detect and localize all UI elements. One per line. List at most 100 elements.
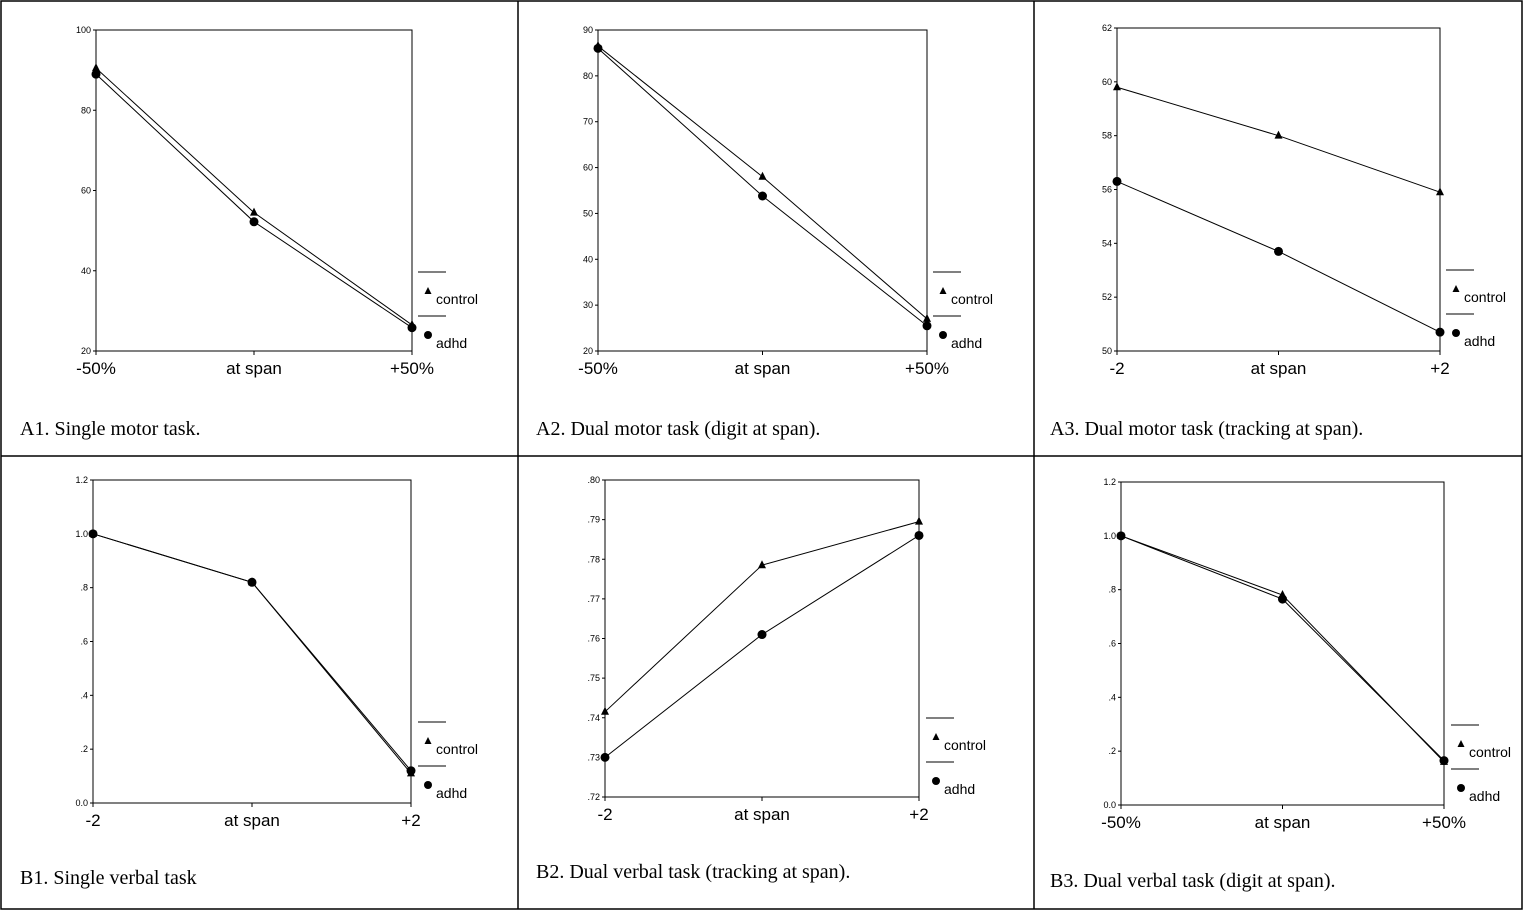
x-tick-label: +50%: [390, 359, 434, 378]
legend-label-adhd: adhd: [1469, 788, 1500, 804]
x-tick-label: at span: [1251, 359, 1307, 378]
y-tick-label: 1.0: [1103, 531, 1116, 541]
plot-frame: [1120, 481, 1445, 806]
legend-label-control: control: [436, 291, 478, 307]
data-point-adhd: [1116, 531, 1126, 541]
y-tick-label: 30: [583, 300, 593, 310]
chart-panel: .72 .73 .74 .75 .76 .77 .78 .79 .80 -2 at span +2 co…: [518, 456, 1034, 909]
y-tick-label: 60: [81, 186, 91, 196]
chart-panel: 20 40 60 80 100 -50% at span +50% control adhd A1.…: [1, 1, 518, 456]
x-tick-label: -50%: [1101, 813, 1141, 832]
data-point-control: [92, 63, 100, 72]
legend-label-adhd: adhd: [1464, 333, 1495, 349]
x-tick-label: +2: [401, 811, 420, 830]
series-line-control: [1120, 535, 1445, 763]
y-tick-label: .73: [587, 752, 600, 762]
chart-panel: 0.0 .2 .4 .6 .8 1.0 1.2 -50% at span +50% control a…: [1034, 456, 1522, 909]
legend-marker-control: [424, 287, 432, 294]
y-tick-label: .4: [1108, 692, 1116, 702]
y-tick-label: .2: [80, 744, 88, 754]
y-tick-label: .77: [587, 594, 600, 604]
chart-panel: 50 52 54 56 58 60 62 -2 at span +2 control adhd A3. …: [1034, 1, 1522, 456]
line-chart: 20 40 60 80 100 -50% at span +50% control adhd: [76, 25, 478, 378]
x-tick-label: -2: [1109, 359, 1124, 378]
y-tick-label: 62: [1102, 23, 1112, 33]
legend-label-adhd: adhd: [951, 335, 982, 351]
data-point-adhd: [247, 577, 257, 587]
legend-label-adhd: adhd: [944, 781, 975, 797]
data-point-adhd: [1112, 176, 1122, 186]
legend-label-control: control: [951, 291, 993, 307]
legend-marker-adhd: [424, 331, 432, 339]
chart-caption: B1. Single verbal task: [20, 867, 197, 889]
plot-frame: [597, 29, 928, 352]
series-line-control: [95, 67, 413, 326]
legend: control adhd: [1451, 724, 1511, 804]
plot-frame: [95, 29, 413, 352]
data-point-control: [1436, 187, 1444, 196]
legend-label-control: control: [436, 741, 478, 757]
data-point-adhd: [88, 529, 98, 539]
legend-marker-adhd: [424, 781, 432, 789]
y-tick-label: .75: [587, 673, 600, 683]
line-chart: 0.0 .2 .4 .6 .8 1.0 1.2 -2 at span +2 control adhd: [75, 475, 478, 830]
x-tick-label: -2: [597, 805, 612, 824]
legend-marker-adhd: [1457, 784, 1465, 792]
chart-panel: 20 30 40 50 60 70 80 90 -50% at span +50% control ad…: [518, 1, 1034, 456]
y-tick-label: 1.0: [75, 529, 88, 539]
y-tick-label: 60: [583, 163, 593, 173]
y-tick-label: 70: [583, 117, 593, 127]
y-tick-label: 54: [1102, 238, 1112, 248]
y-tick-label: 50: [1102, 346, 1112, 356]
x-tick-label: +50%: [905, 359, 949, 378]
data-point-adhd: [757, 630, 767, 640]
x-tick-label: -50%: [578, 359, 618, 378]
line-chart: .72 .73 .74 .75 .76 .77 .78 .79 .80 -2 at span +2 co…: [587, 475, 986, 824]
data-point-control: [1113, 82, 1121, 91]
y-tick-label: 20: [583, 346, 593, 356]
y-tick-label: 1.2: [1103, 477, 1116, 487]
data-point-adhd: [249, 217, 259, 227]
legend-marker-control: [1457, 740, 1465, 747]
x-tick-label: at span: [1255, 813, 1311, 832]
y-tick-label: 58: [1102, 131, 1112, 141]
y-tick-label: 0.0: [1103, 800, 1116, 810]
y-tick-label: .74: [587, 713, 600, 723]
legend: control adhd: [926, 717, 986, 797]
line-chart: 20 30 40 50 60 70 80 90 -50% at span +50% control ad…: [578, 25, 993, 378]
x-tick-label: +50%: [1422, 813, 1466, 832]
chart-caption: A2. Dual motor task (digit at span).: [536, 418, 821, 440]
x-tick-label: at span: [734, 805, 790, 824]
legend: control adhd: [1446, 269, 1506, 349]
y-tick-label: 60: [1102, 77, 1112, 87]
legend-marker-adhd: [939, 331, 947, 339]
plot-frame: [92, 479, 412, 804]
legend: control adhd: [933, 271, 993, 351]
legend-marker-control: [932, 733, 940, 740]
data-point-adhd: [600, 752, 610, 762]
data-point-control: [758, 171, 767, 180]
data-point-adhd: [1274, 246, 1283, 256]
legend-label-control: control: [1469, 744, 1511, 760]
y-tick-label: 20: [81, 346, 91, 356]
data-point-adhd: [1435, 327, 1445, 337]
y-tick-label: 52: [1102, 292, 1112, 302]
data-point-control: [915, 516, 923, 525]
data-point-adhd: [758, 191, 767, 201]
y-tick-label: .76: [587, 634, 600, 644]
legend-marker-control: [1452, 285, 1460, 292]
y-tick-label: .6: [1108, 639, 1116, 649]
data-point-control: [250, 207, 258, 216]
chart-caption: B3. Dual verbal task (digit at span).: [1050, 870, 1336, 892]
data-point-adhd: [1278, 594, 1287, 604]
y-tick-label: .6: [80, 637, 88, 647]
legend-label-control: control: [944, 737, 986, 753]
data-point-adhd: [922, 321, 932, 331]
legend: control adhd: [418, 271, 478, 351]
series-line-adhd: [597, 47, 928, 327]
series-line-adhd: [604, 535, 920, 758]
legend: control adhd: [418, 721, 478, 801]
y-tick-label: .2: [1108, 746, 1116, 756]
y-tick-label: .80: [587, 475, 600, 485]
chart-caption: A1. Single motor task.: [20, 418, 201, 440]
